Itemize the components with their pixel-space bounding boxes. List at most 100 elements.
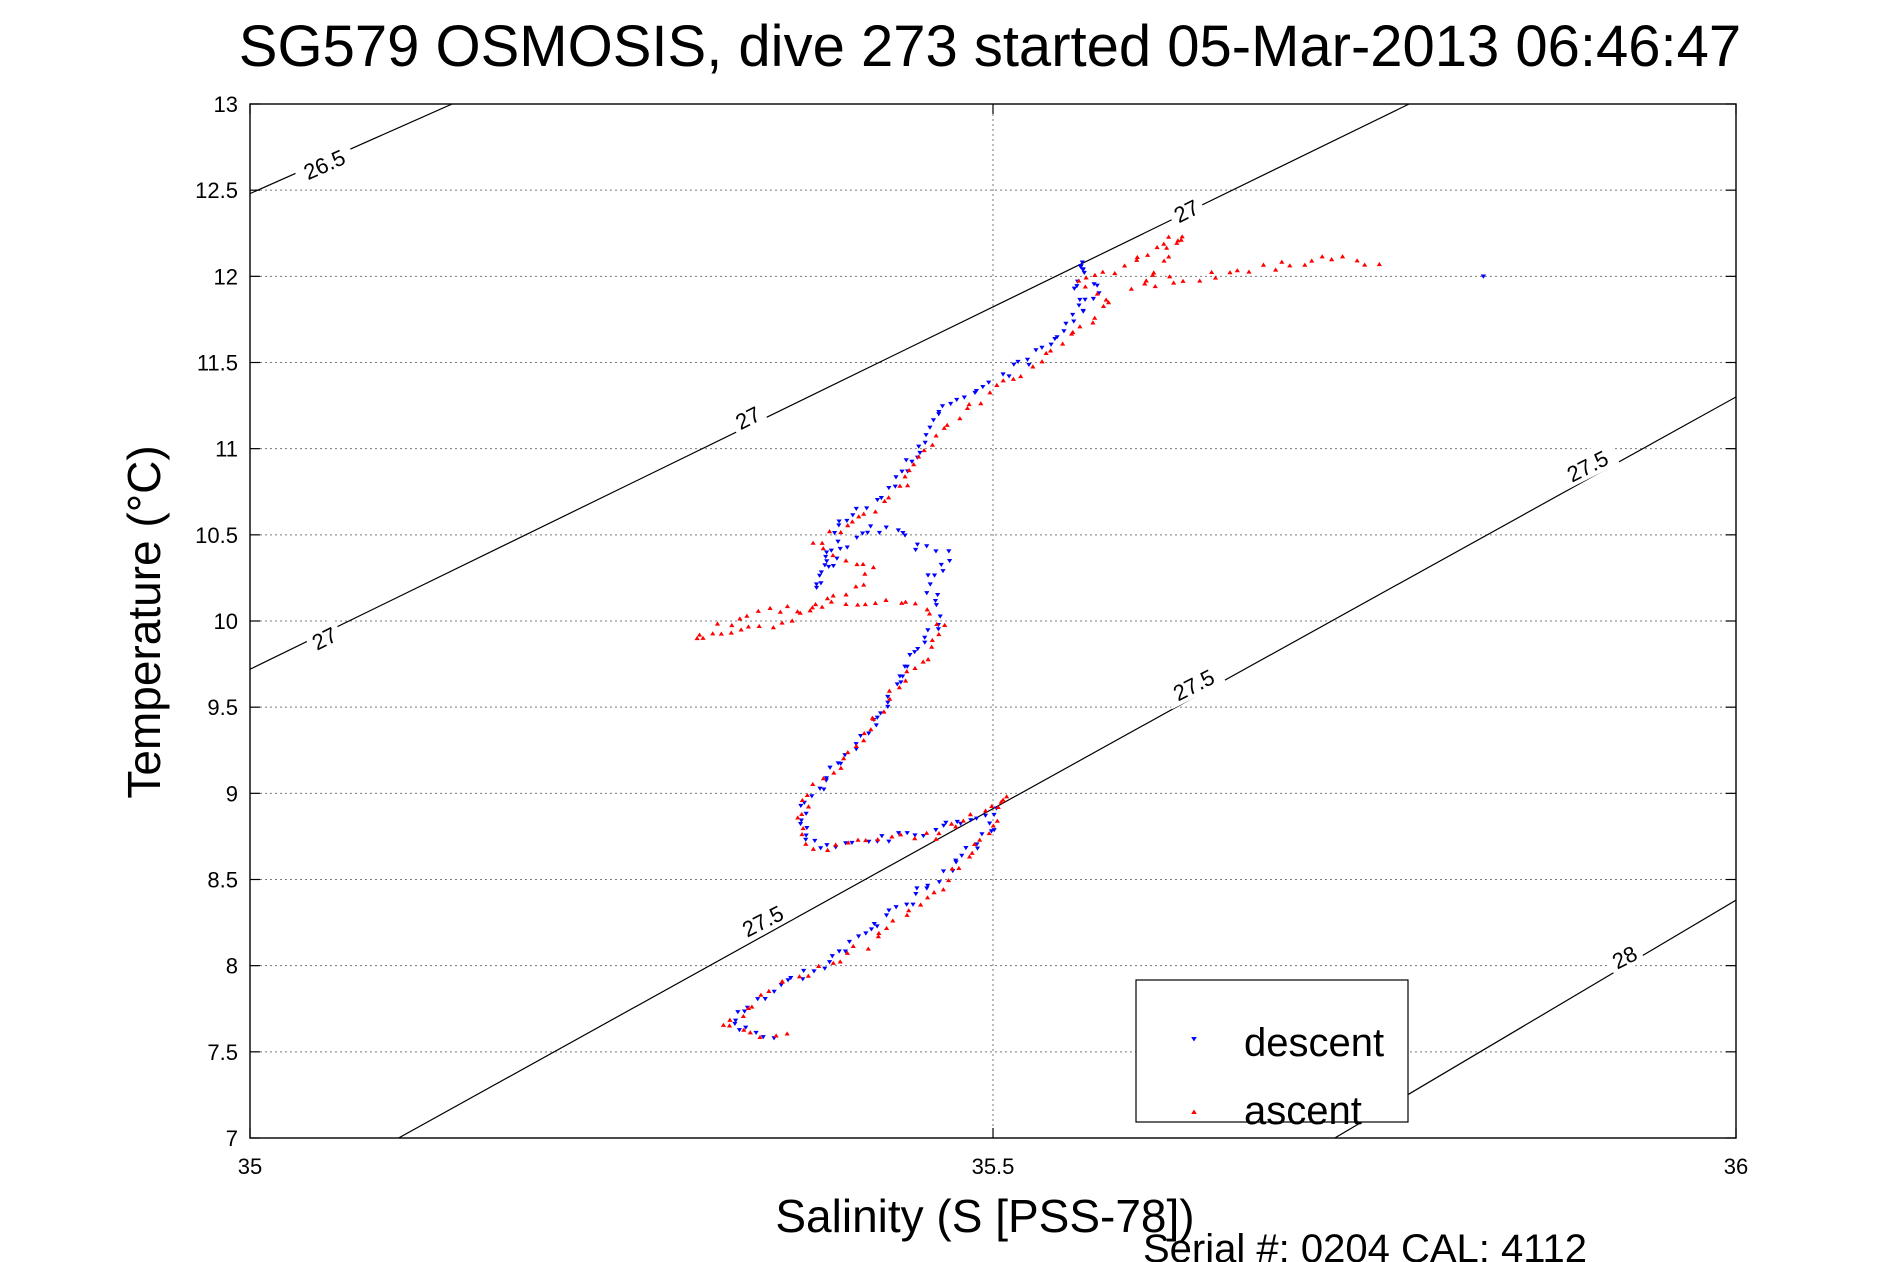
ascent-point-20 <box>844 950 850 955</box>
ascent-point-160 <box>897 483 903 488</box>
descent-point-224 <box>1080 308 1086 314</box>
descent-point-107 <box>900 674 906 679</box>
ascent-point-236 <box>1329 257 1335 262</box>
descent-point-84 <box>809 794 815 799</box>
descent-point-137 <box>883 525 889 530</box>
ascent-point-151 <box>826 529 833 534</box>
descent-point-189 <box>973 389 980 394</box>
descent-point-204 <box>1063 321 1069 326</box>
descent-point-145 <box>834 556 840 561</box>
ascent-point-107 <box>862 602 868 607</box>
descent-point-210 <box>1071 286 1077 291</box>
descent-point-143 <box>844 545 850 550</box>
descent-point-19 <box>822 966 828 971</box>
y-axis-label: Temperature (°C) <box>118 445 170 798</box>
ascent-point-191 <box>1105 300 1112 305</box>
ascent-point-230 <box>1273 267 1279 272</box>
ascent-point-51 <box>953 824 959 829</box>
descent-point-66 <box>886 839 892 844</box>
ascent-point-92 <box>912 665 918 671</box>
descent-point-217 <box>1080 267 1086 272</box>
ascent-point-39 <box>977 837 983 842</box>
descent-point-92 <box>842 753 848 758</box>
y-tick-label-12: 13 <box>214 92 238 117</box>
ascent-point-150 <box>819 540 825 545</box>
ascent-point-38 <box>971 841 978 847</box>
ascent-point-94 <box>925 657 931 662</box>
descent-point-139 <box>868 524 874 529</box>
ascent-point-210 <box>1174 240 1180 245</box>
ascent-point-78 <box>841 756 847 761</box>
descent-point-31 <box>886 908 892 913</box>
ascent-point-140 <box>853 584 859 589</box>
ascent-point-195 <box>1076 278 1082 283</box>
ascent-point-156 <box>861 511 867 516</box>
series-ascent <box>694 234 1382 1039</box>
ascent-point-179 <box>1018 374 1024 379</box>
ascent-point-239 <box>1362 262 1368 267</box>
descent-point-148 <box>818 570 824 575</box>
ascent-point-178 <box>1010 376 1017 381</box>
descent-point-32 <box>893 905 899 910</box>
ascent-point-111 <box>819 604 825 609</box>
ascent-point-91 <box>904 669 910 674</box>
ascent-point-158 <box>882 498 888 504</box>
chart-title: SG579 OSMOSIS, dive 273 started 05-Mar-2… <box>239 14 1741 79</box>
descent-point-100 <box>878 711 884 716</box>
contour-line-1 <box>250 104 1410 670</box>
descent-point-8 <box>741 1009 748 1014</box>
ascent-point-115 <box>777 609 783 614</box>
descent-point-43 <box>953 858 959 863</box>
legend-box <box>1135 979 1409 1123</box>
contour-line-4 <box>398 396 1736 1138</box>
ascent-point-138 <box>830 593 836 598</box>
ascent-point-128 <box>738 627 744 632</box>
ascent-point-17 <box>816 963 822 968</box>
ascent-point-204 <box>1154 244 1160 250</box>
descent-point-157 <box>828 548 834 553</box>
descent-point-30 <box>883 913 890 918</box>
ascent-point-50 <box>960 818 966 823</box>
data-points <box>694 234 1486 1041</box>
descent-point-202 <box>1054 335 1060 340</box>
ascent-point-221 <box>1171 280 1177 285</box>
descent-point-110 <box>907 653 913 658</box>
contour-label-bg-2 <box>726 397 769 437</box>
descent-point-5 <box>732 1021 738 1027</box>
descent-point-48 <box>979 832 985 837</box>
descent-point-162 <box>844 518 850 524</box>
descent-point-105 <box>898 680 904 685</box>
descent-point-59 <box>943 820 949 825</box>
ascent-point-89 <box>896 685 902 690</box>
descent-point-190 <box>980 384 986 390</box>
descent-point-6 <box>732 1018 739 1023</box>
contour-label-7: 28 <box>1603 936 1646 976</box>
descent-point-159 <box>831 531 838 536</box>
ascent-point-56 <box>912 836 918 841</box>
descent-point-193 <box>1006 374 1012 379</box>
x-axis-label: Salinity (S [PSS-78]) <box>775 1190 1194 1242</box>
descent-point-11 <box>762 997 768 1002</box>
ascent-point-220 <box>1167 274 1173 279</box>
descent-point-33 <box>904 902 910 907</box>
ascent-point-76 <box>831 770 837 775</box>
descent-point-99 <box>874 715 880 720</box>
y-tick-label-0: 7 <box>226 1126 238 1151</box>
descent-point-220 <box>1094 283 1100 288</box>
descent-point-42 <box>953 860 959 865</box>
descent-point-127 <box>938 562 944 568</box>
ascent-point-8 <box>740 1013 746 1019</box>
descent-point-171 <box>899 469 905 474</box>
ascent-point-148 <box>820 546 826 551</box>
descent-point-93 <box>853 747 859 752</box>
ascent-point-64 <box>825 847 831 852</box>
ascent-point-168 <box>933 433 939 438</box>
descent-point-218 <box>1081 270 1087 276</box>
descent-point-199 <box>1039 345 1045 350</box>
descent-point-45 <box>963 846 969 851</box>
descent-point-192 <box>1000 372 1006 377</box>
ascent-point-47 <box>989 803 995 808</box>
ascent-point-181 <box>1039 359 1045 364</box>
ascent-point-146 <box>843 558 849 563</box>
ascent-last-point <box>1376 261 1382 267</box>
